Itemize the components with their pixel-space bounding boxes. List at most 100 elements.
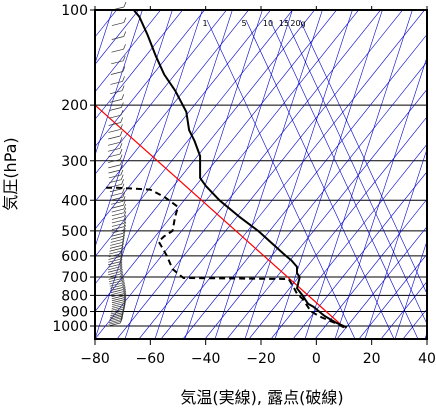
wind-barb (111, 218, 127, 227)
wind-barb-staff (107, 263, 121, 268)
wind-barb-staff (110, 90, 123, 95)
wind-barb (108, 273, 124, 283)
wind-barb-staff (108, 114, 122, 119)
wind-barb (111, 214, 127, 224)
x-tick-label: −40 (191, 351, 221, 367)
wind-barb-feather (119, 259, 123, 265)
wind-barb (111, 221, 127, 231)
wind-barb (110, 192, 126, 201)
wind-barb (108, 256, 123, 266)
wind-barb-feather (122, 76, 125, 82)
wind-barb (110, 187, 125, 197)
dry-adiabat-line (160, 10, 425, 339)
wind-barb (110, 76, 125, 85)
wind-barb (111, 44, 126, 53)
wind-barb-staff (110, 287, 123, 291)
wind-barb-feather (119, 154, 123, 160)
wind-barb-staff (110, 284, 123, 289)
wind-barb-feather (123, 200, 126, 206)
wind-barb-staff (110, 242, 123, 246)
wind-barb-feather (120, 174, 124, 180)
wind-barb (111, 292, 127, 302)
wind-barb (111, 286, 126, 296)
wind-barb-staff (108, 169, 121, 174)
wind-barb-feather (123, 302, 126, 308)
moist-adiabat-line (304, 10, 413, 339)
y-tick-label: 500 (61, 224, 88, 240)
temperature-line (132, 10, 348, 329)
wind-barb-feather (123, 211, 127, 217)
wind-barb-feather (121, 280, 125, 286)
wind-barb-staff (109, 107, 122, 111)
wind-barb-feather (123, 44, 126, 50)
x-tick-label: −20 (246, 351, 276, 367)
dry-adiabat-line (95, 10, 293, 258)
dry-adiabat-line (95, 10, 227, 175)
wind-barb-staff (109, 250, 122, 255)
wind-barb-staff (110, 312, 123, 317)
dry-adiabat-line (95, 10, 183, 120)
wind-barb-staff (111, 212, 124, 217)
mixing-ratio-label: 10 (263, 19, 273, 28)
dry-adiabat-line (95, 10, 337, 313)
wind-barb-feather (122, 234, 126, 240)
wind-barb-feather (120, 273, 124, 279)
wind-barb (108, 154, 123, 163)
wind-barb-staff (108, 253, 121, 258)
wind-barb (111, 1, 127, 11)
wind-barb-staff (108, 135, 121, 140)
wind-barb-staff (109, 245, 123, 249)
wind-barb-staff (109, 247, 122, 252)
wind-barb-staff (111, 306, 124, 311)
y-tick-label: 600 (61, 249, 88, 265)
mixing-ratio-line (285, 19, 427, 325)
wind-barb-staff (108, 271, 121, 276)
wind-barb-feather (119, 130, 123, 137)
mixing-ratio-line (299, 19, 427, 295)
wind-barb (110, 234, 126, 243)
wind-barb-feather (120, 317, 123, 324)
wind-barb (111, 300, 127, 309)
wind-barb (111, 288, 126, 298)
wind-barb (110, 231, 126, 240)
wind-barb (111, 55, 126, 65)
wind-barb-feather (122, 305, 126, 312)
dry-adiabat-line (95, 10, 359, 339)
wind-barb-staff (110, 289, 124, 293)
wind-barb-feather (122, 55, 126, 61)
wind-barb (109, 240, 125, 249)
wind-barb-staff (111, 36, 124, 40)
wind-barb-staff (109, 179, 122, 184)
wind-barb (108, 164, 123, 174)
moist-adiabat-line (244, 10, 353, 339)
wind-barb (108, 268, 123, 278)
moist-adiabat-line (214, 10, 323, 339)
wind-barb-feather (119, 159, 123, 166)
wind-barb (107, 264, 123, 273)
y-tick-label: 400 (61, 193, 88, 209)
wind-barb-feather (123, 294, 127, 300)
wind-barb-staff (109, 317, 122, 322)
wind-barb-staff (110, 71, 123, 75)
wind-barb-staff (107, 153, 121, 158)
wind-barb-feather (123, 31, 127, 37)
wind-barb-feather (119, 137, 123, 143)
dry-adiabat-line (270, 143, 427, 339)
wind-barb (109, 275, 124, 285)
background-guide-lines (95, 10, 427, 339)
wind-barb-staff (109, 99, 122, 103)
wind-barb-feather (121, 179, 124, 185)
wind-barb-staff (111, 301, 125, 306)
wind-barb-feather (119, 143, 123, 149)
wind-barb-staff (111, 219, 125, 224)
wind-barb-staff (108, 159, 121, 163)
wind-barb-staff (107, 268, 121, 273)
wind-barb (111, 296, 127, 306)
wind-barb-feather (122, 192, 126, 198)
wind-barb-feather (121, 240, 125, 246)
wind-barb-feather (122, 284, 126, 290)
wind-barbs (107, 1, 127, 327)
wind-barb-staff (108, 258, 121, 263)
dry-adiabat-line (138, 10, 403, 339)
wind-barb (108, 124, 123, 133)
